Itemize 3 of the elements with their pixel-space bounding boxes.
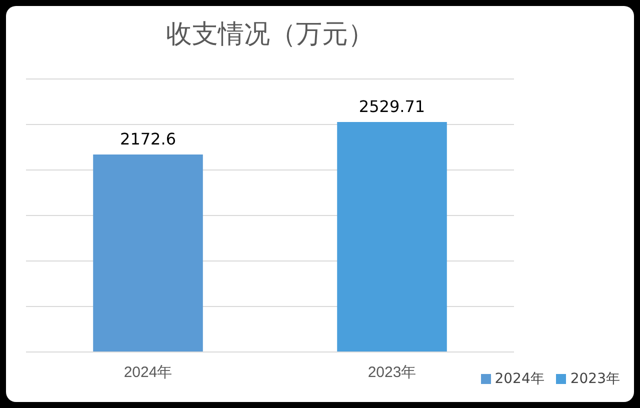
data-label: 2172.6 [120,130,176,149]
chart-title: 收支情况（万元） [166,19,374,50]
data-label: 2529.71 [358,97,426,116]
